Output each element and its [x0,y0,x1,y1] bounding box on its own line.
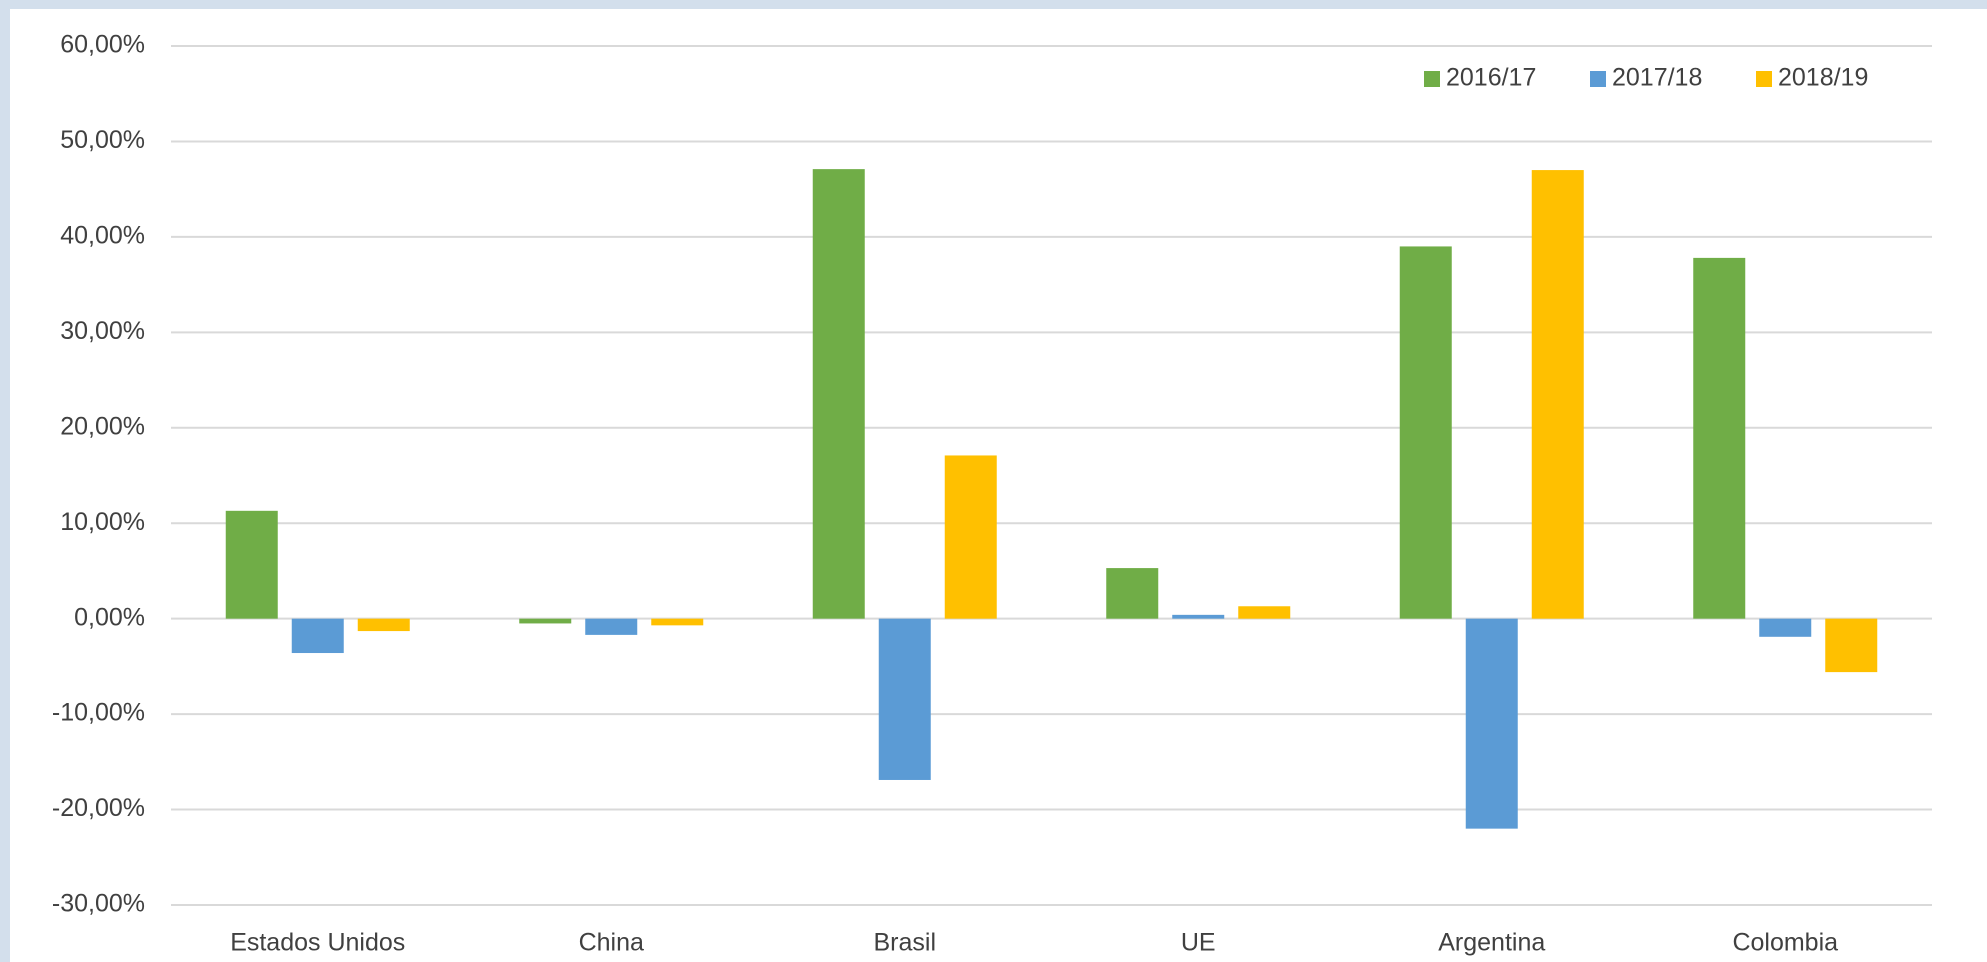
bar [651,618,704,626]
x-tick-label: Estados Unidos [230,929,405,957]
bar [1238,606,1291,619]
legend-label: 2017/18 [1612,64,1702,92]
y-tick-label: 20,00% [60,412,145,440]
bar [1465,618,1518,829]
bar [1106,568,1159,619]
bar [1531,170,1584,619]
y-tick-label: 40,00% [60,221,145,249]
bar [1693,257,1746,619]
y-tick-label: -20,00% [52,794,145,822]
bar [357,618,410,632]
bar [1172,614,1225,619]
legend-label: 2018/19 [1778,64,1868,92]
legend-swatch [1590,71,1606,87]
bar [1759,618,1812,637]
bar [1399,246,1452,619]
legend-label: 2016/17 [1446,64,1536,92]
x-tick-label: Argentina [1438,929,1545,957]
y-tick-label: 30,00% [60,317,145,345]
legend-swatch [1424,71,1440,87]
y-tick-label: 0,00% [74,603,145,631]
y-tick-label: -10,00% [52,699,145,727]
bar [878,618,931,780]
bar [225,510,278,619]
x-tick-label: UE [1181,929,1216,957]
legend-swatch [1756,71,1772,87]
bar [585,618,638,635]
x-tick-label: China [579,929,644,957]
chart-panel [10,9,1987,962]
bar [519,618,572,624]
x-tick-label: Brasil [873,929,936,957]
y-tick-label: 10,00% [60,508,145,536]
bar [291,618,344,654]
bar [944,455,997,619]
bar [1825,618,1878,673]
y-tick-label: -30,00% [52,890,145,918]
bar [812,169,865,619]
y-tick-label: 50,00% [60,126,145,154]
x-tick-label: Colombia [1732,929,1838,957]
y-tick-label: 60,00% [60,31,145,59]
